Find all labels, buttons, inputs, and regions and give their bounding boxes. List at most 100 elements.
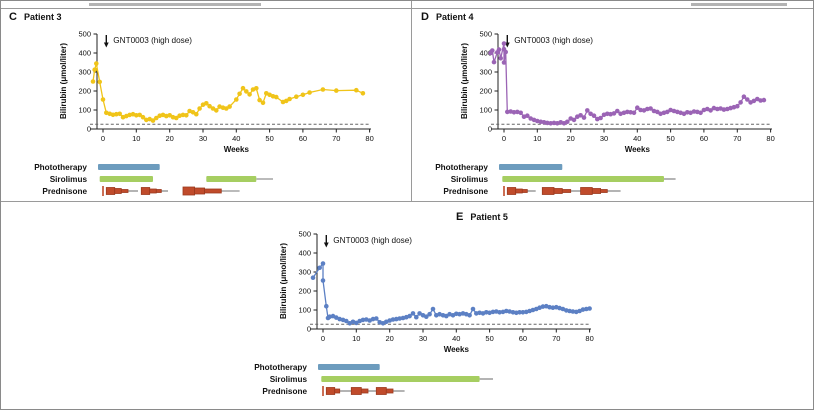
x-tick-label: 70 (552, 334, 560, 343)
y-tick-label: 0 (488, 125, 492, 134)
bilirubin-line-chart: 0 100 200 300 400 500 Bilirubin (μmol/liter) 0 1… (460, 30, 775, 154)
x-axis-label: Weeks (444, 345, 470, 354)
y-tick-label: 200 (78, 87, 91, 96)
bilirubin-line-chart: 0 100 200 300 400 500 Bilirubin (μmol/liter) 0 1… (279, 230, 594, 354)
prednisone-taper-block (515, 188, 523, 194)
y-tick-label: 200 (479, 87, 492, 96)
x-tick-label: 10 (533, 134, 541, 143)
x-tick-label: 30 (199, 134, 207, 143)
y-tick-label: 500 (479, 30, 492, 39)
x-tick-label: 20 (166, 134, 174, 143)
therapy-timeline: Phototherapy Sirolimus Prednisone (254, 363, 493, 396)
therapy-bar (502, 176, 664, 182)
y-tick-label: 100 (298, 306, 311, 315)
therapy-label: Phototherapy (34, 163, 87, 172)
prednisone-taper-block (140, 187, 151, 195)
dose-arrow-icon (103, 42, 109, 48)
panel-patient-5: E Patient 5 0 100 200 300 400 500 Bilirubin (μ… (227, 211, 627, 404)
therapy-label: Prednisone (262, 387, 307, 396)
therapy-label: Sirolimus (270, 375, 308, 384)
x-tick-label: 60 (299, 134, 307, 143)
bilirubin-line-chart: 0 100 200 300 400 500 Bilirubin (μmol/liter) 0 1… (59, 30, 374, 154)
y-tick-label: 400 (479, 49, 492, 58)
panel-title: Patient 3 (23, 12, 62, 22)
x-tick-label: 30 (419, 334, 427, 343)
x-axis-label: Weeks (625, 145, 651, 154)
panel-title: Patient 5 (470, 212, 508, 222)
therapy-bar (321, 376, 480, 382)
therapy-bar (99, 176, 153, 182)
y-tick-label: 300 (479, 68, 492, 77)
prednisone-taper-block (521, 189, 528, 193)
x-tick-label: 50 (485, 334, 493, 343)
prednisone-taper-block (350, 387, 362, 395)
prednisone-taper-block (580, 187, 593, 195)
x-tick-label: 30 (600, 134, 608, 143)
x-tick-label: 20 (567, 134, 575, 143)
x-tick-label: 70 (733, 134, 741, 143)
therapy-bar (499, 164, 563, 170)
y-tick-label: 500 (78, 30, 91, 39)
y-axis-label: Bilirubin (μmol/liter) (59, 43, 68, 119)
x-tick-label: 60 (519, 334, 527, 343)
x-tick-label: 40 (452, 334, 460, 343)
y-tick-label: 200 (298, 287, 311, 296)
patient-3-chart: 0 100 200 300 400 500 Bilirubin (μmol/liter) 0 1… (7, 24, 387, 204)
therapy-timeline: Phototherapy Sirolimus Prednisone (435, 163, 676, 196)
panel-letter: E (456, 211, 464, 223)
x-tick-label: 50 (265, 134, 273, 143)
x-tick-label: 10 (132, 134, 140, 143)
horizontal-panel-divider (1, 201, 813, 202)
dose-annotation: GNT0003 (high dose) (514, 36, 593, 45)
panel-letter: C (9, 11, 17, 23)
vertical-panel-divider (411, 1, 412, 202)
prednisone-taper-block (120, 189, 129, 193)
y-tick-label: 0 (307, 325, 311, 334)
prednisone-taper-block (360, 388, 369, 394)
prednisone-taper-block (561, 189, 572, 193)
prednisone-taper-block (149, 188, 157, 194)
panel-letter: D (421, 11, 429, 23)
therapy-label: Sirolimus (50, 175, 88, 184)
x-tick-label: 70 (332, 134, 340, 143)
patient-5-chart: 0 100 200 300 400 500 Bilirubin (μmol/liter) 0 1… (227, 224, 607, 404)
y-tick-label: 300 (298, 268, 311, 277)
prednisone-taper-block (506, 187, 517, 195)
x-tick-label: 20 (386, 334, 394, 343)
prednisone-taper-block (155, 189, 162, 193)
top-divider-line (1, 8, 813, 9)
y-axis-label: Bilirubin (μmol/liter) (279, 243, 288, 319)
therapy-bar (98, 164, 160, 170)
prednisone-taper-block (182, 186, 196, 196)
panel-patient-4: D Patient 4 0 100 200 300 400 500 Bilirubin (μ… (408, 11, 808, 204)
prednisone-taper-block (375, 387, 387, 395)
x-tick-label: 40 (232, 134, 240, 143)
prednisone-taper-block (105, 187, 116, 195)
x-tick-label: 40 (633, 134, 641, 143)
y-tick-label: 400 (78, 49, 91, 58)
x-tick-label: 60 (700, 134, 708, 143)
x-tick-label: 0 (502, 134, 506, 143)
x-tick-label: 80 (585, 334, 593, 343)
therapy-bar (206, 176, 257, 182)
therapy-label: Prednisone (42, 187, 87, 196)
y-tick-label: 500 (298, 230, 311, 239)
prednisone-taper-block (541, 187, 555, 195)
x-axis-label: Weeks (224, 145, 250, 154)
therapy-label: Prednisone (443, 187, 488, 196)
panel-title: Patient 4 (435, 12, 474, 22)
x-tick-label: 80 (365, 134, 373, 143)
y-tick-label: 400 (298, 249, 311, 258)
therapy-label: Phototherapy (435, 163, 488, 172)
panel-header: D Patient 4 (421, 11, 808, 24)
panel-patient-3: C Patient 3 0 100 200 300 400 500 Bilirubin (μ… (7, 11, 407, 204)
y-tick-label: 100 (479, 106, 492, 115)
y-tick-label: 0 (87, 125, 91, 134)
prednisone-taper-block (325, 387, 336, 395)
prednisone-taper-block (204, 188, 222, 194)
therapy-timeline: Phototherapy Sirolimus Prednisone (34, 163, 273, 196)
x-tick-label: 80 (766, 134, 774, 143)
prednisone-taper-block (553, 188, 563, 194)
y-tick-label: 100 (78, 106, 91, 115)
